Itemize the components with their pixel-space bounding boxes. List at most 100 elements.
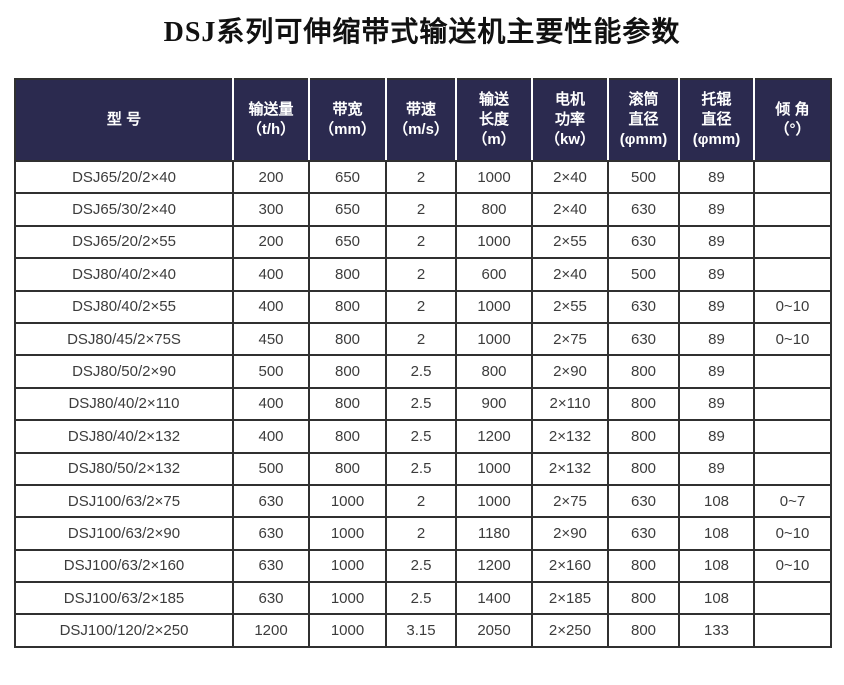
value-cell [753,192,832,227]
value-cell: 2×250 [531,613,609,648]
table-row: DSJ80/40/2×132 400 800 2.5 1200 2×132 800 89 [14,419,832,454]
value-cell: 650 [308,192,387,227]
performance-table: 型 号 输送量 （t/h） 带宽 （mm） 带速 （m/s） 输送 长度 （m） 电机 功率 （kw） 滚… [14,78,832,648]
value-cell: 2.5 [385,451,457,486]
value-cell: 2 [385,159,457,195]
table-row: DSJ100/63/2×90 630 1000 2 1180 2×90 630 108 0~10 [14,516,832,551]
value-cell: 2 [385,483,457,519]
model-cell: DSJ65/30/2×40 [14,192,234,227]
value-cell: 2.5 [385,354,457,389]
table-row: DSJ65/20/2×55 200 650 2 1000 2×55 630 89 [14,224,832,260]
value-cell: 800 [607,613,680,648]
value-cell: 2×90 [531,354,609,389]
value-cell [753,257,832,292]
value-cell: 1000 [308,483,387,519]
column-header-line: （°） [774,121,811,138]
value-cell: 89 [678,386,755,422]
model-cell: DSJ80/45/2×75S [14,321,234,357]
table-row: DSJ65/30/2×40 300 650 2 800 2×40 630 89 [14,192,832,227]
table-row: DSJ80/40/2×40 400 800 2 600 2×40 500 89 [14,257,832,292]
value-cell: 800 [308,257,387,292]
model-cell: DSJ80/40/2×40 [14,257,234,292]
value-cell: 89 [678,451,755,486]
value-cell: 500 [232,451,310,486]
value-cell: 1200 [455,548,533,584]
header-row: 型 号 输送量 （t/h） 带宽 （mm） 带速 （m/s） 输送 长度 （m） 电机 功率 （kw） 滚… [15,79,831,162]
value-cell: 400 [232,257,310,292]
value-cell: 800 [308,354,387,389]
value-cell: 500 [232,354,310,389]
column-header-line: （t/h） [246,121,296,138]
value-cell: 800 [308,419,387,454]
value-cell: 800 [607,548,680,584]
value-cell: 800 [607,386,680,422]
value-cell: 3.15 [385,613,457,648]
column-header-line: 直径 [628,111,659,128]
value-cell: 89 [678,159,755,195]
column-header-line: 输送 [478,91,509,108]
value-cell: 200 [232,159,310,195]
value-cell: 133 [678,613,755,648]
value-cell: 108 [678,548,755,584]
value-cell: 800 [308,451,387,486]
column-header-line: (φmm) [692,131,741,148]
value-cell: 89 [678,257,755,292]
column-header: 托辊 直径 (φmm) [678,79,754,162]
value-cell: 630 [232,483,310,519]
value-cell: 630 [232,516,310,551]
value-cell: 1180 [455,516,533,551]
table-header: 型 号 输送量 （t/h） 带宽 （mm） 带速 （m/s） 输送 长度 （m） 电机 功率 （kw） 滚… [15,79,831,162]
value-cell [753,451,832,486]
value-cell: 2×40 [531,257,609,292]
table-row: DSJ80/45/2×75S 450 800 2 1000 2×75 630 89 0~10 [14,321,832,357]
value-cell: 900 [455,386,533,422]
value-cell: 2 [385,321,457,357]
value-cell [753,386,832,422]
value-cell: 800 [308,289,387,324]
value-cell: 1000 [455,451,533,486]
table-row: DSJ80/40/2×55 400 800 2 1000 2×55 630 89 0~10 [14,289,832,324]
column-header: 电机 功率 （kw） [531,79,608,162]
value-cell: 400 [232,419,310,454]
column-header-line: 带速 [405,101,436,118]
value-cell: 630 [607,516,680,551]
column-header: 输送 长度 （m） [455,79,532,162]
column-header-line: （mm） [319,121,376,138]
value-cell: 0~10 [753,516,832,551]
value-cell: 800 [308,321,387,357]
value-cell: 1200 [455,419,533,454]
column-header-line: 输送量 [248,101,294,118]
table-row: DSJ100/63/2×75 630 1000 2 1000 2×75 630 108 0~7 [14,483,832,519]
table-row: DSJ100/63/2×160 630 1000 2.5 1200 2×160 800 108… [14,548,832,584]
page-title: DSJ系列可伸缩带式输送机主要性能参数 [163,17,681,48]
column-header-line: （m） [472,131,516,148]
value-cell: 1000 [455,483,533,519]
value-cell: 89 [678,224,755,260]
value-cell: 2.5 [385,548,457,584]
value-cell: 2×132 [531,451,609,486]
model-cell: DSJ80/50/2×132 [14,451,234,486]
value-cell: 300 [232,192,310,227]
value-cell: 0~10 [753,321,832,357]
value-cell: 1000 [308,581,387,616]
table-row: DSJ80/50/2×90 500 800 2.5 800 2×90 800 89 [14,354,832,389]
table-row: DSJ80/40/2×110 400 800 2.5 900 2×110 800 89 [14,386,832,422]
value-cell: 0~10 [753,289,832,324]
column-header-line: 带宽 [332,101,363,118]
value-cell: 800 [607,451,680,486]
value-cell: 800 [607,354,680,389]
column-header-line: 直径 [701,111,732,128]
column-header-line: （kw） [544,131,595,148]
value-cell: 108 [678,483,755,519]
value-cell: 200 [232,224,310,260]
table-row: DSJ80/50/2×132 500 800 2.5 1000 2×132 800 89 [14,451,832,486]
value-cell: 0~7 [753,483,832,519]
column-header-line: 电机 [554,91,585,108]
value-cell: 1000 [455,289,533,324]
model-cell: DSJ80/40/2×132 [14,419,234,454]
value-cell: 2.5 [385,419,457,454]
value-cell: 2 [385,224,457,260]
column-header: 滚筒 直径 (φmm) [607,79,679,162]
value-cell: 630 [232,548,310,584]
value-cell: 2.5 [385,581,457,616]
